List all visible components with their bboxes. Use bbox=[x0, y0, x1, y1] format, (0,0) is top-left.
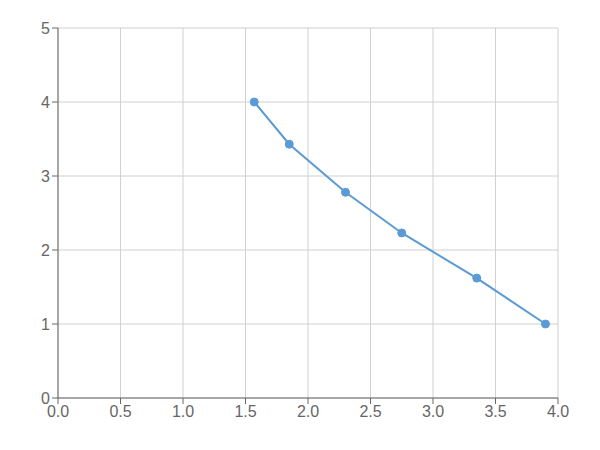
svg-text:0.5: 0.5 bbox=[109, 403, 131, 420]
svg-text:1.5: 1.5 bbox=[234, 403, 256, 420]
svg-text:1: 1 bbox=[41, 316, 50, 333]
svg-text:2.0: 2.0 bbox=[297, 403, 319, 420]
svg-text:4.0: 4.0 bbox=[547, 403, 569, 420]
svg-text:3.0: 3.0 bbox=[422, 403, 444, 420]
svg-text:0.0: 0.0 bbox=[47, 403, 69, 420]
svg-text:5: 5 bbox=[41, 20, 50, 37]
svg-text:0: 0 bbox=[41, 390, 50, 407]
svg-text:1.0: 1.0 bbox=[172, 403, 194, 420]
svg-text:3: 3 bbox=[41, 168, 50, 185]
svg-text:2: 2 bbox=[41, 242, 50, 259]
svg-text:4: 4 bbox=[41, 94, 50, 111]
svg-text:3.5: 3.5 bbox=[484, 403, 506, 420]
svg-text:2.5: 2.5 bbox=[359, 403, 381, 420]
